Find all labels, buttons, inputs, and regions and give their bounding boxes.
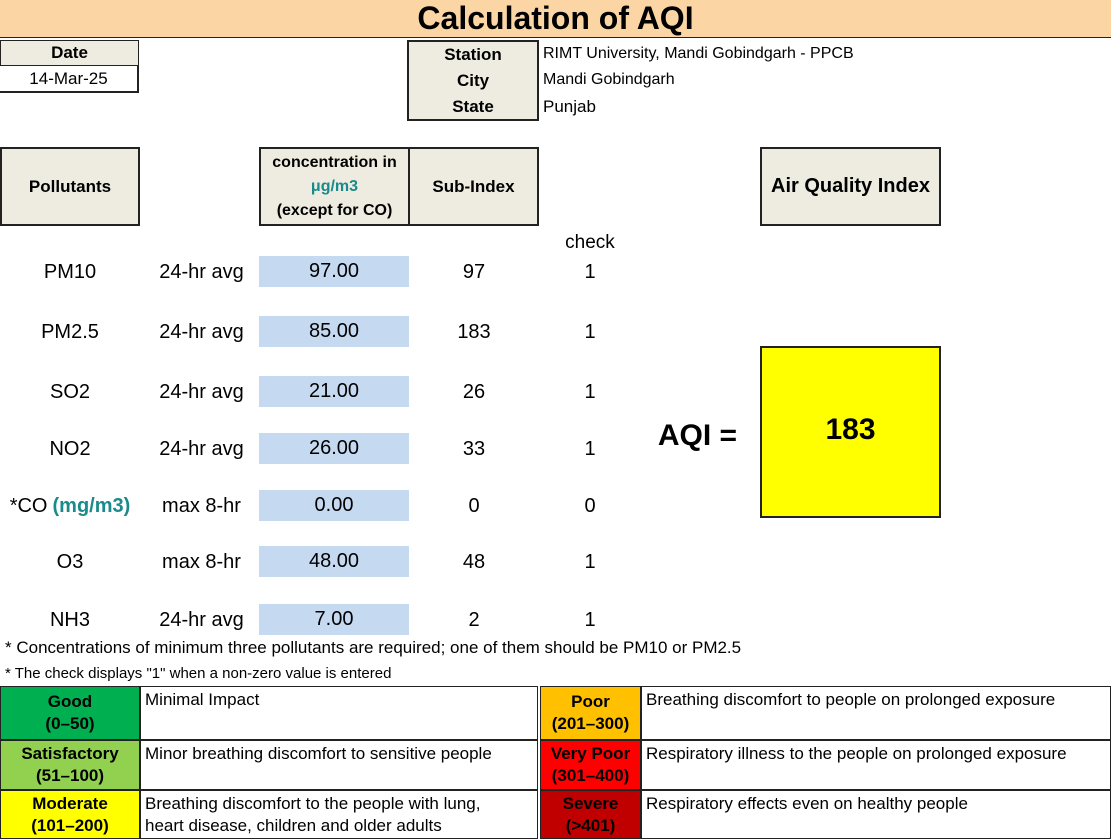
legend-category-range: (>401) xyxy=(565,815,616,835)
legend-category: Moderate (101–200) xyxy=(0,790,140,839)
note-min-pollutants: * Concentrations of minimum three pollut… xyxy=(5,638,742,657)
concentration-input[interactable]: 97.00 xyxy=(259,256,409,287)
averaging-period: 24-hr avg xyxy=(159,380,244,403)
pollutant-label: O3 xyxy=(56,550,84,573)
concentration-unit: μg/m3 xyxy=(310,177,359,195)
concentration-input[interactable]: 0.00 xyxy=(259,490,409,521)
legend-description-line: heart disease, children and older adults xyxy=(145,816,442,835)
state-label: State xyxy=(452,97,494,116)
aqi-value: 183 xyxy=(825,413,876,446)
pollutants-header: Pollutants xyxy=(0,147,140,226)
pollutant-label: NH3 xyxy=(49,608,90,631)
check-value: 1 xyxy=(584,380,596,403)
averaging-period: 24-hr avg xyxy=(159,437,244,460)
legend-category: Good (0–50) xyxy=(0,686,140,740)
pollutant-name: PM2.5 xyxy=(0,316,140,348)
station-label: Station xyxy=(444,45,502,64)
aqi-value-box: 183 xyxy=(760,346,941,518)
subindex-value: 26 xyxy=(462,380,486,403)
subindex-value: 0 xyxy=(468,494,480,517)
averaging-period: max 8-hr xyxy=(162,494,241,517)
legend-category-range: (201–300) xyxy=(551,714,630,733)
date-label: Date xyxy=(0,40,139,66)
concentration-header-line3: (except for CO) xyxy=(276,201,393,219)
averaging-period: 24-hr avg xyxy=(159,260,244,283)
city-label: City xyxy=(456,71,490,90)
subindex-value: 2 xyxy=(468,608,480,631)
pollutant-unit: (mg/m3) xyxy=(52,494,131,517)
legend-category-range: (101–200) xyxy=(31,815,109,835)
pollutant-label: SO2 xyxy=(49,380,91,403)
station-value: RIMT University, Mandi Gobindgarh - PPCB xyxy=(543,45,854,62)
check-value: 1 xyxy=(584,550,596,573)
pollutant-label: PM2.5 xyxy=(41,320,99,343)
legend-category-name: Moderate xyxy=(32,793,108,813)
legend-category-name: Good xyxy=(47,692,93,711)
date-value[interactable]: 14-Mar-25 xyxy=(0,66,139,93)
pollutant-name: O3 xyxy=(0,546,140,578)
concentration-input[interactable]: 85.00 xyxy=(259,316,409,347)
averaging-period: 24-hr avg xyxy=(159,320,244,343)
concentration-input[interactable]: 7.00 xyxy=(259,604,409,635)
state-value: Punjab xyxy=(543,97,596,116)
check-value: 1 xyxy=(584,260,596,283)
legend-category-name: Very Poor xyxy=(550,744,631,763)
legend-description: Minimal Impact xyxy=(140,686,538,740)
pollutant-name: NH3 xyxy=(0,604,140,636)
subindex-header: Sub-Index xyxy=(408,147,539,226)
subindex-value: 183 xyxy=(457,320,491,343)
averaging-period: 24-hr avg xyxy=(159,608,244,631)
concentration-input[interactable]: 26.00 xyxy=(259,433,409,464)
legend-description-line: Breathing discomfort to the people with … xyxy=(145,794,481,813)
legend-category-name: Severe xyxy=(562,793,619,813)
legend-description: Respiratory illness to the people on pro… xyxy=(641,740,1111,790)
legend-category-range: (51–100) xyxy=(35,766,105,785)
legend-description: Respiratory effects even on healthy peop… xyxy=(641,790,1111,839)
concentration-input[interactable]: 48.00 xyxy=(259,546,409,577)
legend-description: Minor breathing discomfort to sensitive … xyxy=(140,740,538,790)
check-value: 0 xyxy=(584,494,596,517)
note-check: * The check displays "1" when a non-zero… xyxy=(5,665,392,682)
check-value: 1 xyxy=(584,437,596,460)
legend-category-name: Satisfactory xyxy=(21,744,119,763)
check-value: 1 xyxy=(584,608,596,631)
legend-category: Poor (201–300) xyxy=(540,686,641,740)
averaging-period: max 8-hr xyxy=(162,550,241,573)
pollutant-name: *CO (mg/m3) xyxy=(0,490,140,522)
aqi-header: Air Quality Index xyxy=(760,147,941,226)
pollutant-name: SO2 xyxy=(0,376,140,408)
pollutant-name: PM10 xyxy=(0,256,140,288)
legend-category-range: (0–50) xyxy=(45,714,95,733)
legend-category: Severe (>401) xyxy=(540,790,641,839)
check-value: 1 xyxy=(584,320,596,343)
pollutant-label: PM10 xyxy=(43,260,97,283)
pollutant-name: NO2 xyxy=(0,433,140,465)
concentration-input[interactable]: 21.00 xyxy=(259,376,409,407)
legend-category: Very Poor (301–400) xyxy=(540,740,641,790)
pollutant-label: NO2 xyxy=(49,437,91,460)
legend-description: Breathing discomfort to people on prolon… xyxy=(641,686,1111,740)
legend-category: Satisfactory (51–100) xyxy=(0,740,140,790)
subindex-value: 33 xyxy=(462,437,486,460)
aqi-label: AQI = xyxy=(657,419,738,452)
subindex-value: 48 xyxy=(462,550,486,573)
concentration-header: concentration in μg/m3 (except for CO) xyxy=(259,147,410,226)
legend-category-name: Poor xyxy=(571,692,610,711)
concentration-header-line1: concentration in xyxy=(272,153,397,171)
page-title: Calculation of AQI xyxy=(0,0,1111,38)
legend-category-range: (301–400) xyxy=(551,766,630,785)
location-label-panel xyxy=(407,40,539,121)
legend-description: Breathing discomfort to the people with … xyxy=(140,790,538,839)
pollutant-label: *CO xyxy=(9,494,48,517)
city-value: Mandi Gobindgarh xyxy=(543,71,675,88)
subindex-value: 97 xyxy=(462,260,486,283)
check-header: check xyxy=(565,232,615,253)
